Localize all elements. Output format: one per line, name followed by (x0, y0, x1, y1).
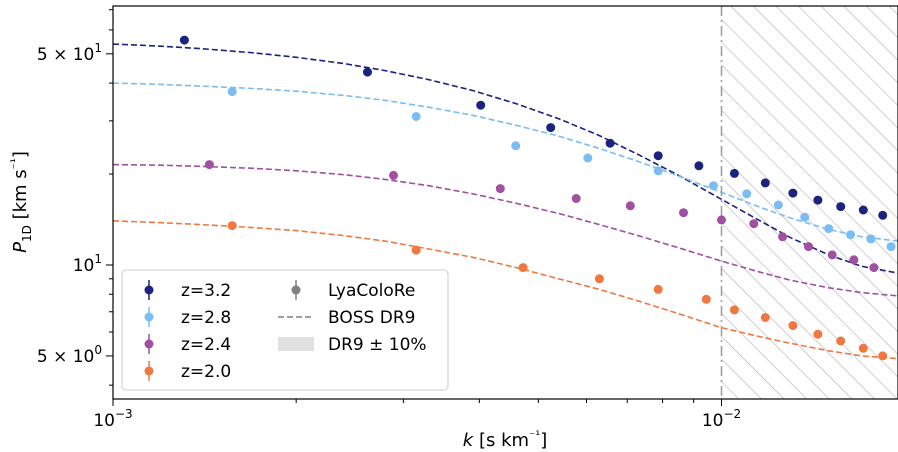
data-point-1-4 (653, 166, 663, 176)
data-point-0-13 (878, 210, 888, 220)
data-point-0-12 (858, 205, 868, 215)
data-point-2-12 (869, 263, 879, 273)
data-points (179, 35, 896, 361)
data-point-2-0 (204, 160, 214, 170)
data-point-2-10 (827, 250, 837, 260)
legend-marker (144, 366, 154, 376)
data-point-2-5 (679, 208, 688, 218)
data-point-1-5 (709, 181, 718, 191)
data-point-2-1 (389, 170, 398, 180)
data-point-1-0 (227, 87, 237, 97)
legend-label: z=2.8 (181, 308, 231, 328)
data-point-3-12 (878, 351, 888, 361)
data-point-3-1 (411, 245, 421, 255)
data-point-0-11 (836, 202, 846, 212)
data-point-0-9 (788, 188, 798, 198)
data-point-3-3 (594, 274, 604, 284)
data-point-3-0 (227, 221, 237, 231)
y-tick-label-1: 101 (73, 252, 102, 276)
data-point-0-8 (760, 178, 770, 188)
hatch-area (721, 6, 898, 399)
data-point-3-8 (788, 321, 798, 331)
data-point-1-2 (511, 141, 521, 151)
x-tick-label-0: 10−3 (93, 407, 132, 431)
data-point-2-3 (571, 194, 581, 203)
data-point-2-6 (717, 215, 726, 225)
y-tick-label-0: 5 × 100 (37, 343, 102, 367)
data-point-2-7 (749, 219, 759, 229)
data-point-1-12 (886, 242, 896, 252)
legend-entry-style-0: LyaColoRe (291, 280, 415, 301)
fit-line-0 (113, 43, 898, 274)
legend-label: z=3.2 (181, 281, 231, 301)
legend-entry-series-0: z=3.2 (144, 280, 231, 301)
legend-entry-series-3: z=2.0 (144, 361, 231, 382)
fit-lines (113, 43, 898, 360)
data-point-1-3 (583, 153, 593, 163)
legend-entry-series-2: z=2.4 (144, 334, 231, 355)
legend-box (121, 269, 449, 391)
data-point-3-7 (760, 313, 770, 322)
fit-line-3 (113, 220, 898, 360)
x-tick-label-1: 10−2 (702, 407, 741, 431)
data-point-1-8 (800, 212, 810, 222)
data-point-2-8 (778, 232, 788, 242)
data-point-1-10 (846, 230, 856, 240)
data-point-0-5 (653, 151, 663, 161)
data-point-3-6 (729, 305, 739, 315)
data-point-0-7 (729, 168, 739, 178)
legend-label: z=2.0 (181, 362, 231, 382)
legend-entry-style-1: BOSS DR9 (278, 308, 415, 328)
data-point-3-11 (858, 343, 868, 353)
data-point-1-1 (411, 112, 421, 121)
data-point-1-11 (866, 234, 876, 244)
data-point-2-11 (849, 255, 859, 265)
y-axis-label: P1D [km s⁻¹] (8, 151, 34, 253)
data-point-0-1 (363, 67, 372, 77)
data-point-1-9 (824, 224, 834, 234)
legend-label: z=2.4 (181, 335, 231, 355)
data-point-3-10 (836, 336, 846, 346)
data-point-3-2 (518, 263, 528, 273)
data-point-2-2 (495, 184, 505, 194)
legend-marker (144, 285, 154, 295)
legend: z=3.2 z=2.8 z=2.4 z=2.0 LyaColoRe BOSS DR9 DR9… (121, 269, 449, 391)
y-axis-ticks: 5 × 100 101 5 × 101 (37, 9, 113, 386)
data-point-3-5 (701, 294, 711, 304)
legend-label: DR9 ± 10% (328, 335, 427, 355)
legend-entry-style-2: DR9 ± 10% (278, 335, 427, 355)
x-axis-ticks: 10−3 10−2 (93, 399, 741, 431)
data-point-0-2 (476, 100, 486, 110)
data-point-2-4 (625, 201, 635, 211)
legend-label: LyaColoRe (328, 281, 415, 301)
data-point-1-6 (742, 189, 752, 199)
data-point-3-9 (813, 329, 823, 339)
legend-band (278, 337, 314, 351)
legend-label: BOSS DR9 (328, 308, 415, 328)
fit-line-1 (113, 82, 898, 242)
y-tick-label-2: 5 × 101 (37, 41, 102, 65)
data-point-3-4 (653, 284, 663, 294)
data-point-2-9 (804, 242, 813, 252)
data-point-0-10 (813, 195, 823, 205)
data-point-0-0 (179, 35, 189, 45)
data-point-0-3 (546, 123, 556, 133)
data-point-0-4 (605, 138, 615, 148)
legend-marker (144, 312, 154, 322)
plot-frame (112, 5, 898, 400)
x-axis-label: k [s km⁻¹] (463, 428, 547, 451)
legend-entry-series-1: z=2.8 (144, 307, 231, 328)
fit-line-2 (113, 163, 898, 297)
data-point-0-6 (694, 161, 704, 171)
data-point-1-7 (773, 200, 783, 210)
hatched-region (721, 6, 898, 399)
legend-marker (291, 285, 301, 295)
legend-marker (144, 339, 154, 349)
